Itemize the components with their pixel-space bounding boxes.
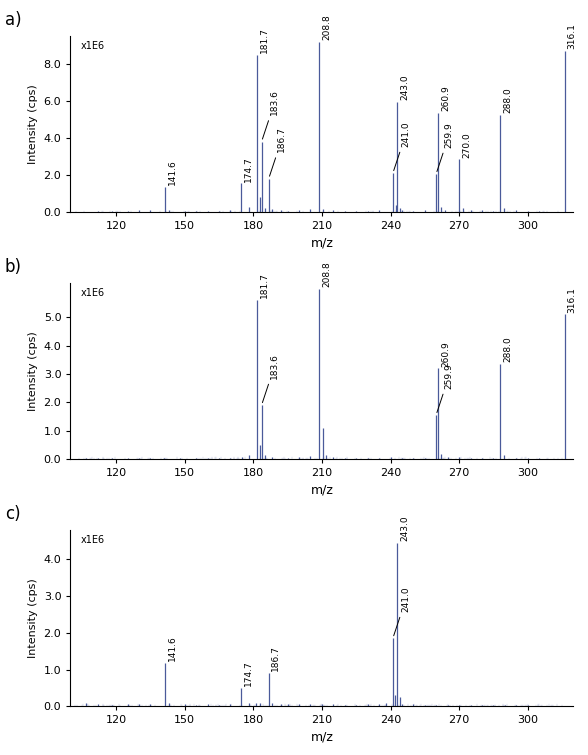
Text: 181.7: 181.7 bbox=[260, 273, 269, 298]
Y-axis label: Intensity (cps): Intensity (cps) bbox=[28, 85, 38, 164]
Text: 208.8: 208.8 bbox=[322, 14, 331, 40]
Text: 288.0: 288.0 bbox=[503, 88, 512, 113]
Text: 186.7: 186.7 bbox=[269, 127, 286, 176]
Text: 141.6: 141.6 bbox=[168, 159, 177, 186]
Text: x1E6: x1E6 bbox=[81, 42, 105, 51]
Text: 243.0: 243.0 bbox=[400, 75, 409, 100]
Text: 260.9: 260.9 bbox=[441, 341, 450, 366]
Text: 259.9: 259.9 bbox=[437, 122, 453, 171]
Text: x1E6: x1E6 bbox=[81, 288, 105, 298]
Text: 174.7: 174.7 bbox=[244, 156, 253, 182]
Text: 270.0: 270.0 bbox=[462, 132, 471, 158]
Text: 183.6: 183.6 bbox=[262, 89, 279, 139]
Text: 141.6: 141.6 bbox=[168, 636, 177, 661]
Text: 174.7: 174.7 bbox=[244, 661, 253, 686]
Text: 243.0: 243.0 bbox=[400, 516, 409, 541]
Text: 186.7: 186.7 bbox=[272, 645, 280, 670]
Text: 208.8: 208.8 bbox=[322, 261, 331, 287]
X-axis label: m/z: m/z bbox=[310, 237, 333, 250]
Text: 259.9: 259.9 bbox=[437, 363, 453, 412]
X-axis label: m/z: m/z bbox=[310, 484, 333, 497]
Text: x1E6: x1E6 bbox=[81, 535, 105, 545]
Text: 288.0: 288.0 bbox=[503, 337, 512, 362]
Y-axis label: Intensity (cps): Intensity (cps) bbox=[28, 578, 38, 658]
Y-axis label: Intensity (cps): Intensity (cps) bbox=[28, 331, 38, 411]
Text: a): a) bbox=[5, 11, 22, 29]
Text: 181.7: 181.7 bbox=[260, 27, 269, 53]
Text: 260.9: 260.9 bbox=[441, 85, 450, 111]
Text: c): c) bbox=[5, 505, 21, 523]
Text: 183.6: 183.6 bbox=[262, 353, 279, 402]
Text: 241.0: 241.0 bbox=[394, 587, 410, 636]
Text: 241.0: 241.0 bbox=[394, 122, 410, 171]
Text: 316.1: 316.1 bbox=[567, 23, 576, 49]
X-axis label: m/z: m/z bbox=[310, 731, 333, 744]
Text: 316.1: 316.1 bbox=[567, 287, 576, 313]
Text: b): b) bbox=[5, 258, 22, 276]
